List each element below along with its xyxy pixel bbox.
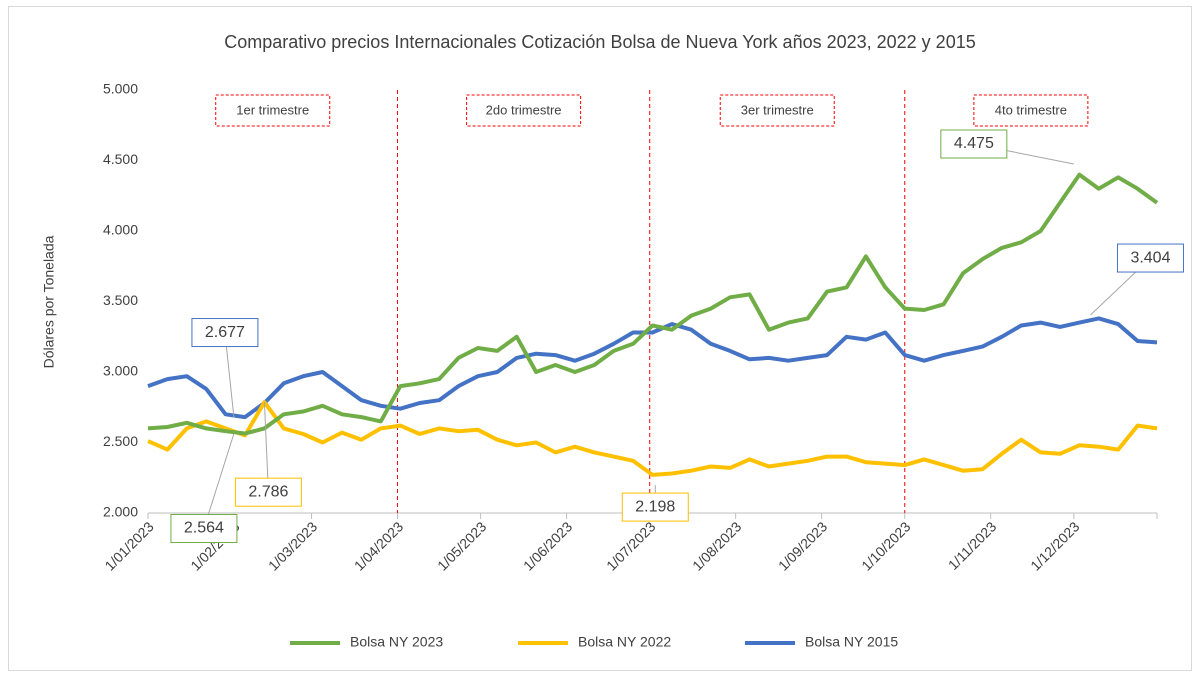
annotation-box [1116, 243, 1184, 273]
quarter-box [466, 94, 582, 127]
annotation-box [191, 318, 259, 348]
series-line [147, 172, 1159, 436]
annotation-box [621, 492, 689, 522]
chart-title: Comparativo precios Internacionales Coti… [224, 32, 975, 52]
series-line [147, 316, 1158, 420]
y-tick-label: 5.000 [103, 81, 138, 97]
quarter-box [215, 94, 331, 127]
series-line [147, 400, 1158, 477]
annotation-box [234, 477, 302, 507]
legend-label: Bolsa NY 2022 [578, 634, 671, 650]
annotation-box [940, 129, 1008, 159]
annotation-leader [203, 433, 235, 529]
legend-label: Bolsa NY 2023 [350, 634, 443, 650]
quarter-box [719, 94, 835, 127]
data-label: 4.475 [954, 135, 994, 152]
data-label: 2.786 [248, 483, 288, 500]
legend-label: Bolsa NY 2015 [805, 634, 898, 650]
y-tick-label: 3.500 [103, 292, 138, 308]
data-label: 3.404 [1130, 249, 1170, 266]
data-label: 2.564 [184, 520, 224, 537]
y-tick-label: 4.000 [103, 222, 138, 238]
y-tick-label: 4.500 [103, 151, 138, 167]
y-tick-label: 2.500 [103, 433, 138, 449]
y-axis-label: Dólares por Tonelada [41, 235, 57, 368]
annotation-box [170, 513, 238, 543]
quarter-label: 1er trimestre [236, 102, 309, 117]
quarter-label: 3er trimestre [741, 102, 814, 117]
data-label: 2.198 [635, 498, 675, 515]
annotation-leader [263, 402, 269, 493]
quarter-label: 2do trimestre [486, 102, 562, 117]
quarter-label: 4to trimestre [995, 102, 1067, 117]
quarter-box [973, 94, 1089, 127]
data-label: 2.677 [205, 324, 245, 341]
y-tick-label: 2.000 [103, 504, 138, 520]
y-tick-label: 3.000 [103, 363, 138, 379]
